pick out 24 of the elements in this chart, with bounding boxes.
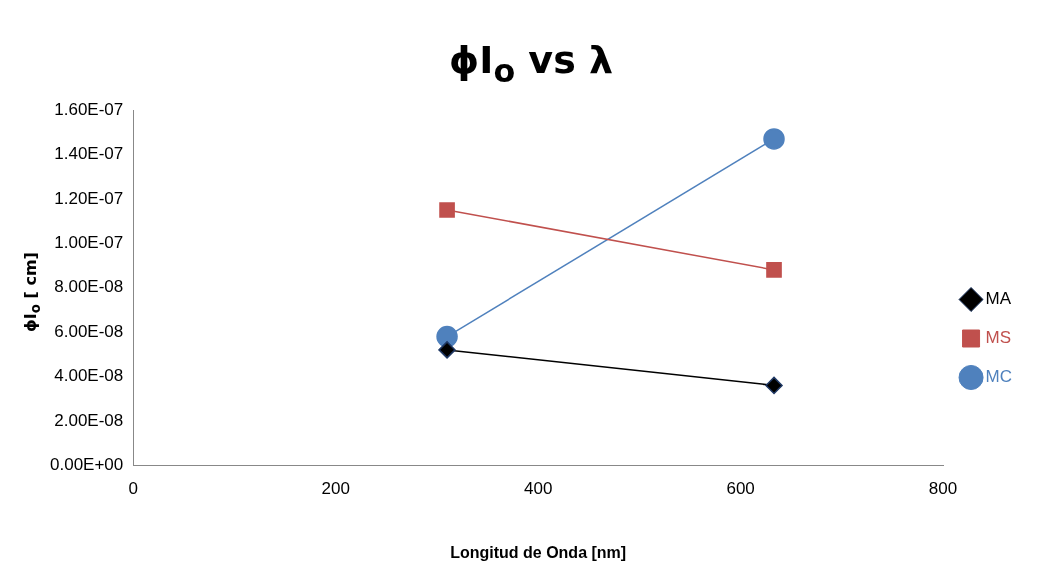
- x-tick-label: 600: [726, 479, 755, 499]
- chart-title: ϕI$_{o}$ vs λ: [447, 38, 615, 89]
- y-tick-label: 1.20E-07: [54, 188, 124, 208]
- y-tick-label: 4.00E-08: [54, 366, 124, 386]
- point: [763, 128, 785, 150]
- x-axis-title: Longitud de Onda [nm]: [450, 543, 627, 561]
- x-tick-label: 200: [321, 479, 350, 499]
- y-tick-label: 1.00E-07: [54, 232, 124, 252]
- point: [766, 262, 782, 278]
- point: [438, 341, 456, 359]
- y-tick-label: 0.00E+00: [50, 455, 124, 475]
- point: [439, 202, 455, 218]
- legend-label: MS: [985, 328, 1012, 348]
- y-tick-label: 1.60E-07: [54, 99, 124, 119]
- y-tick-label: 6.00E-08: [54, 321, 124, 341]
- y-tick-label: 2.00E-08: [54, 410, 124, 430]
- x-tick-label: 800: [928, 479, 958, 499]
- y-tick-label: 1.40E-07: [54, 144, 124, 164]
- legend-label: MA: [985, 289, 1012, 309]
- x-tick-label: 0: [128, 479, 138, 499]
- point: [765, 376, 783, 395]
- y-tick-label: 8.00E-08: [54, 277, 124, 297]
- legend-label: MC: [985, 367, 1013, 387]
- x-tick-label: 400: [523, 479, 553, 499]
